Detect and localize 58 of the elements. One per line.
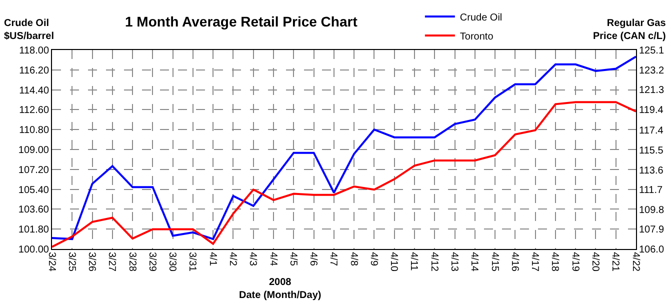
x-tick-label: 3/29 — [146, 252, 158, 272]
x-tick-label: 3/28 — [126, 252, 138, 272]
x-axis-title: 2008 Date (Month/Day) — [239, 277, 322, 301]
x-tick-label: 4/10 — [388, 252, 400, 272]
y-tick-label: 105.40 — [18, 184, 50, 196]
legend-label: Toronto — [460, 31, 494, 42]
x-tick-label: 4/14 — [468, 252, 480, 272]
y2-tick-label: 109.8 — [639, 204, 664, 216]
line-series — [52, 56, 636, 240]
y-tick-label: 101.80 — [18, 224, 50, 236]
x-tick-label: 4/12 — [428, 252, 440, 272]
x-tick-label: 4/16 — [508, 252, 520, 272]
y-tick-label: 116.20 — [19, 65, 50, 76]
y-tick-label: 107.20 — [18, 164, 50, 176]
x-tick-label: 4/2 — [226, 252, 238, 266]
x-tick-label: 3/27 — [106, 252, 118, 272]
x-tick-label: 4/17 — [529, 252, 540, 272]
x-tick-label: 3/30 — [166, 252, 178, 272]
y-tick-label: 103.60 — [18, 204, 50, 216]
y-tick-label: 109.00 — [18, 145, 50, 156]
y-axis-title: Crude Oil $US/barrel — [4, 18, 54, 42]
x-tick-label: 4/4 — [267, 252, 278, 266]
x-tick-label: 4/20 — [589, 252, 600, 272]
y2-tick-label: 123.2 — [639, 65, 664, 76]
legend-label: Crude Oil — [460, 12, 502, 24]
x-tick-label: 4/9 — [368, 252, 379, 266]
x-tick-label: 4/8 — [348, 252, 359, 266]
y-tick-label: 118.00 — [19, 46, 50, 56]
y2-tick-label: 106.0 — [639, 244, 664, 256]
x-tick-label: 4/6 — [308, 252, 319, 266]
y-tick-label: 110.80 — [19, 125, 50, 136]
y-tick-label: 112.60 — [19, 105, 50, 116]
x-tick-label: 4/19 — [569, 252, 580, 272]
y2-tick-label: 111.7 — [639, 185, 663, 196]
x-tick-label: 4/11 — [408, 252, 420, 272]
y2-tick-label: 125.1 — [639, 46, 664, 56]
y2-tick-label: 115.5 — [639, 146, 664, 157]
y2-tick-label: 117.4 — [639, 126, 664, 137]
x-tick-label: 4/1 — [206, 252, 218, 266]
x-tick-label: 4/3 — [247, 252, 258, 266]
x-tick-label: 4/15 — [488, 252, 500, 272]
y2-axis-title: Regular Gas Price (CAN c/L) — [593, 18, 666, 42]
x-tick-label: 4/21 — [610, 252, 621, 272]
y2-tick-label: 121.3 — [639, 85, 664, 96]
y2-tick-label: 119.4 — [639, 104, 664, 116]
x-tick-label: 3/26 — [86, 252, 98, 272]
line-series — [52, 101, 636, 248]
y-tick-label: 114.40 — [19, 85, 50, 96]
chart-title: 1 Month Average Retail Price Chart — [125, 13, 358, 30]
x-tick-label: 4/22 — [630, 252, 641, 272]
x-tick-label: 4/18 — [549, 252, 560, 272]
x-tick-label: 4/5 — [287, 252, 298, 266]
x-tick-label: 4/13 — [448, 252, 460, 272]
x-tick-label: 3/25 — [66, 252, 77, 272]
x-tick-label: 4/7 — [328, 252, 339, 266]
x-tick-label: 3/31 — [186, 252, 198, 272]
y2-tick-label: 113.6 — [639, 165, 664, 176]
y2-tick-label: 107.9 — [639, 224, 664, 236]
